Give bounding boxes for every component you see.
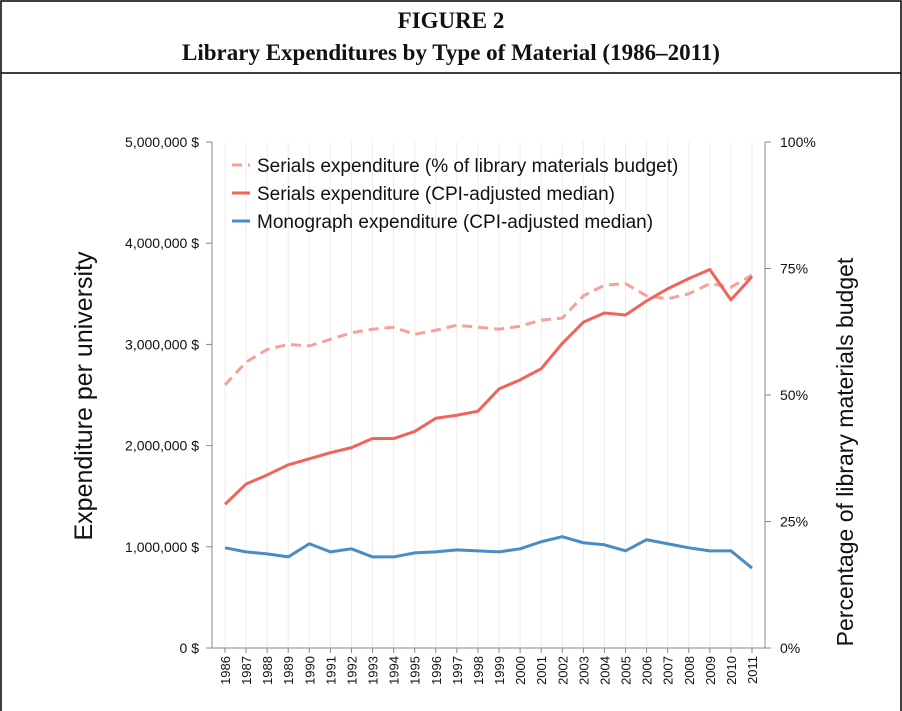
chart-title: Library Expenditures by Type of Material…	[182, 40, 720, 65]
x-tick-label: 2010	[724, 656, 739, 685]
x-tick-label: 2001	[534, 656, 549, 685]
x-tick-label: 1993	[366, 656, 381, 685]
y-tick-label: 3,000,000 $	[125, 336, 199, 352]
figure-label: FIGURE 2	[398, 8, 505, 33]
x-tick-label: 1995	[408, 656, 423, 685]
x-tick-label: 1998	[471, 656, 486, 685]
series-line	[224, 535, 753, 570]
x-tick-label: 2003	[576, 656, 591, 685]
x-tick-label: 2009	[703, 656, 718, 685]
x-tick-label: 1989	[281, 656, 296, 685]
x-tick-label: 2002	[555, 656, 570, 685]
y2-tick-label: 0%	[780, 640, 800, 656]
y-axis-title: Expenditure per university	[70, 251, 98, 541]
x-tick-label: 1997	[450, 656, 465, 685]
x-tick-label: 2000	[513, 656, 528, 685]
x-tick-label: 1990	[302, 656, 317, 685]
y2-axis-title: Percentage of library materials budget	[832, 257, 858, 646]
y2-tick-label: 25%	[780, 514, 808, 530]
y2-tick-label: 50%	[780, 387, 808, 403]
x-tick-label: 1992	[344, 656, 359, 685]
y-tick-label: 4,000,000 $	[125, 235, 199, 251]
y-tick-label: 0 $	[180, 640, 200, 656]
y-tick-label: 2,000,000 $	[125, 438, 199, 454]
x-tick-label: 1994	[387, 656, 402, 685]
x-tick-label: 1996	[429, 656, 444, 685]
x-tick-label: 2011	[745, 656, 760, 684]
legend-label: Serials expenditure (% of library materi…	[257, 156, 678, 177]
x-tick-label: 2005	[619, 656, 634, 685]
x-tick-label: 1987	[239, 656, 254, 685]
x-tick-label: 1986	[218, 656, 233, 685]
x-tick-label: 1988	[260, 656, 275, 685]
x-tick-label: 2008	[682, 656, 697, 685]
series-line	[223, 273, 753, 386]
x-tick-label: 1991	[323, 656, 338, 685]
x-tick-label: 2007	[661, 656, 676, 685]
x-tick-label: 2006	[640, 656, 655, 685]
y-tick-label: 5,000,000 $	[125, 134, 199, 150]
y2-tick-label: 75%	[780, 261, 808, 277]
legend-label: Monograph expenditure (CPI-adjusted medi…	[257, 212, 653, 233]
x-tick-label: 1999	[492, 656, 507, 685]
series-line	[223, 268, 754, 506]
legend-label: Serials expenditure (CPI-adjusted median…	[257, 184, 615, 205]
y-tick-label: 1,000,000 $	[125, 539, 199, 555]
y2-tick-label: 100%	[780, 134, 816, 150]
x-tick-label: 2004	[597, 656, 612, 685]
